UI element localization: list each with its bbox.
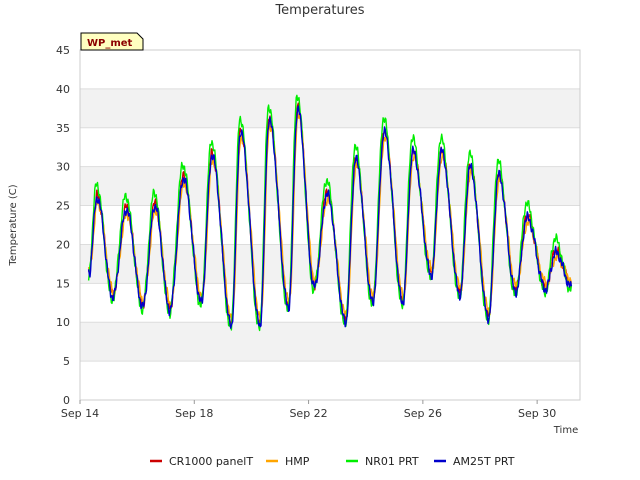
series-line <box>87 113 573 322</box>
x-tick-label: Sep 30 <box>518 407 556 420</box>
y-tick-label: 25 <box>56 200 70 213</box>
legend-label: CR1000 panelT <box>169 455 253 468</box>
legend-label: NR01 PRT <box>365 455 419 468</box>
chart-title: Temperatures <box>274 3 364 18</box>
plot-band <box>80 88 580 128</box>
y-tick-label: 10 <box>56 316 70 329</box>
y-tick-label: 40 <box>56 83 70 96</box>
series-lines <box>87 94 573 332</box>
x-tick-label: Sep 14 <box>61 407 99 420</box>
plot-band <box>80 244 580 284</box>
y-tick-label: 5 <box>63 355 70 368</box>
plot-band <box>80 322 580 362</box>
y-tick-label: 15 <box>56 277 70 290</box>
y-tick-label: 0 <box>63 394 70 407</box>
y-tick-label: 30 <box>56 161 70 174</box>
plot-bands <box>80 88 580 362</box>
series-line <box>87 102 572 328</box>
x-tick-label: Sep 22 <box>289 407 327 420</box>
plot-frame <box>79 49 581 401</box>
legend-label: AM25T PRT <box>453 455 515 468</box>
y-tick-label: 45 <box>56 44 70 57</box>
x-tick-label: Sep 18 <box>175 407 213 420</box>
badge-background <box>80 32 144 51</box>
x-tick-label: Sep 26 <box>404 407 442 420</box>
y-axis-label: Temperature (C) <box>8 184 19 266</box>
y-tick-label: 35 <box>56 122 70 135</box>
wp-met-badge: WP_met <box>80 32 144 51</box>
legend-label: HMP <box>285 455 310 468</box>
x-axis-label: Time <box>553 425 578 436</box>
legend: CR1000 panelT HMP NR01 PRT AM25T PRT <box>150 455 515 468</box>
y-axis-ticks: 0 5 10 15 20 25 30 35 40 45 <box>56 44 70 407</box>
series-line <box>87 94 573 332</box>
series-line <box>87 105 573 329</box>
badge-label: WP_met <box>87 38 133 49</box>
y-tick-label: 20 <box>56 238 70 251</box>
x-axis-ticks: Sep 14 Sep 18 Sep 22 Sep 26 Sep 30 <box>61 400 556 420</box>
